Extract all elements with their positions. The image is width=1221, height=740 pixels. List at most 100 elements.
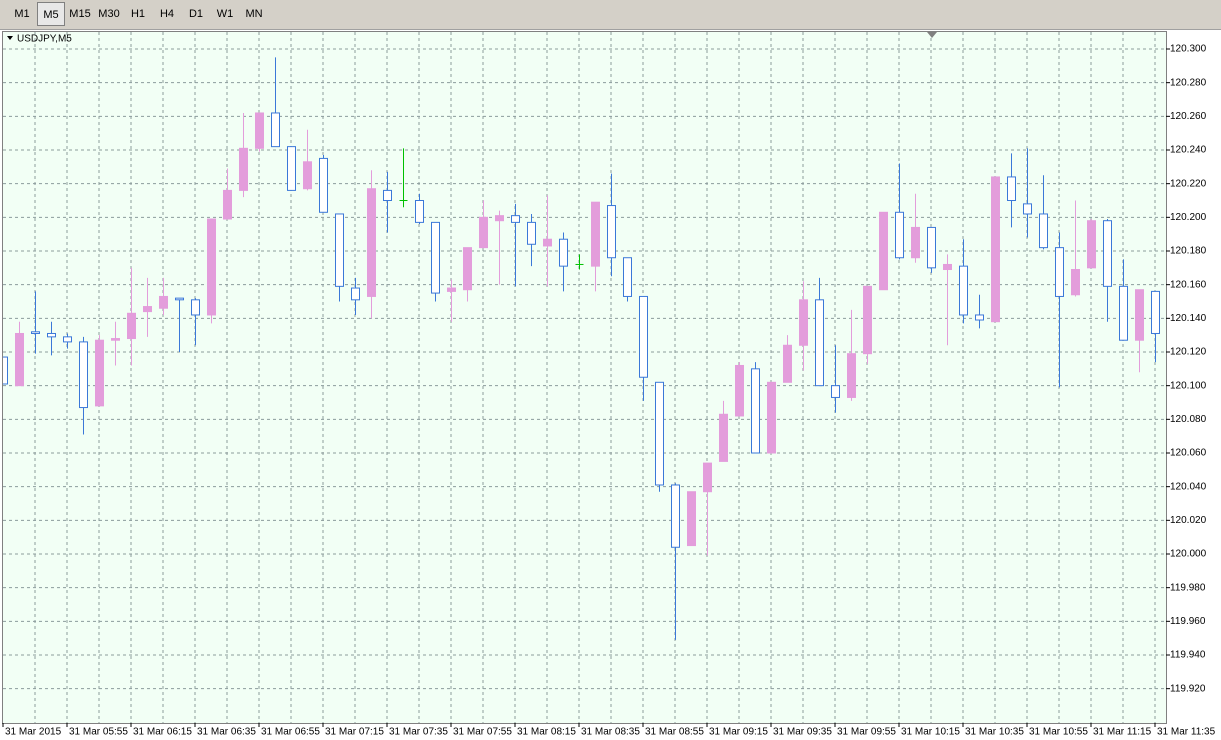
timeframe-button[interactable]: W1 [216,8,234,20]
candle-body [495,215,504,222]
candle-body [943,263,952,271]
y-tick-label: 120.240 [1170,145,1207,156]
candle-body [767,381,776,454]
candle-body [271,112,280,148]
candle-body [463,247,472,291]
candle-body [335,213,344,287]
chart: USDJPY,M5 120.300 120.280 120.260 120.240 12… [0,30,1221,740]
timeframe-button[interactable]: M30 [98,8,120,20]
candle-body [303,161,312,190]
x-tick-label: 31 Mar 06:15 [133,727,192,738]
x-tick-label: 31 Mar 09:55 [837,727,896,738]
x-tick-label: 31 Mar 06:35 [197,727,256,738]
y-tick-label: 120.080 [1170,414,1207,425]
y-tick-label: 120.000 [1170,549,1207,560]
candle-body [95,339,104,407]
candle-body [543,238,552,247]
x-tick-label: 31 Mar 07:55 [453,727,512,738]
timeframe-button[interactable]: H1 [130,8,146,20]
x-tick-label: 31 Mar 07:35 [389,727,448,738]
candle-body [127,312,136,340]
y-tick-label: 120.300 [1170,44,1207,55]
candle-body [239,147,248,191]
candle-body [799,299,808,346]
candle-body [1007,176,1016,201]
candle-body [415,199,424,223]
plot-area [3,32,1166,723]
y-tick-label: 120.200 [1170,212,1207,223]
y-tick-label: 120.260 [1170,111,1207,122]
timeframe-button[interactable]: MN [245,8,263,20]
y-tick-label: 120.220 [1170,178,1207,189]
y-tick-label: 120.040 [1170,481,1207,492]
candle-body [383,189,392,201]
timeframe-button[interactable]: D1 [188,8,204,20]
timeframe-button[interactable]: M15 [69,8,91,20]
candle-body [895,211,904,259]
x-tick-label: 31 Mar 09:35 [773,727,832,738]
candle-body [655,381,664,486]
candle-body [991,176,1000,323]
candle-body [143,306,152,313]
candle-body [1135,289,1144,341]
y-tick-label: 120.020 [1170,515,1207,526]
candle-body [1023,203,1032,215]
x-tick-label: 31 Mar 08:15 [517,727,576,738]
candle-body [447,287,456,292]
y-tick-label: 119.960 [1170,616,1206,627]
candle-body [703,462,712,493]
candle-body [511,215,520,223]
candle-body [1151,290,1160,334]
candle-body [959,265,968,316]
candle-body [111,338,120,341]
candle-body [1039,213,1048,249]
candle-body [527,221,536,245]
y-tick-label: 120.100 [1170,380,1207,391]
timeframe-toolbar: M1 M5 M15 M30 H1 H4 D1 W1 MN [0,0,1221,30]
y-tick-label: 119.920 [1170,683,1206,694]
symbol-arrow [7,36,13,40]
candle-body [1055,247,1064,297]
y-tick-label: 120.280 [1170,77,1207,88]
candle-body [47,332,56,338]
y-tick-label: 120.140 [1170,313,1207,324]
x-tick-label: 31 Mar 07:15 [325,727,384,738]
candle-body [671,484,680,548]
y-tick-label: 120.120 [1170,347,1207,358]
plot-frame [2,31,1167,724]
x-tick-label: 31 Mar 10:55 [1029,727,1088,738]
candle-body [287,146,296,191]
candle-body [255,112,264,149]
candle-body [63,336,72,343]
candle-body [911,226,920,259]
timeframe-button[interactable]: H4 [159,8,175,20]
candle-body [191,299,200,316]
x-tick-label: 31 Mar 11:15 [1093,727,1152,738]
candle-body [879,211,888,291]
candle-body [1087,220,1096,269]
candle-body [751,368,760,454]
x-tick-label: 31 Mar 2015 [5,727,62,738]
candle-body [207,218,216,316]
candle-body [351,287,360,301]
candle-body [479,216,488,249]
candle-body [735,364,744,417]
timeframe-button[interactable]: M1 [14,8,30,20]
candle-body [559,238,568,267]
candle-body [847,353,856,398]
x-tick-label: 31 Mar 10:15 [901,727,960,738]
candle-body [319,157,328,213]
chart-title: USDJPY,M5 [17,34,72,45]
x-tick-label: 31 Mar 08:35 [581,727,640,738]
x-tick-label: 31 Mar 11:35 [1157,727,1216,738]
candle-body [863,285,872,355]
y-tick-label: 119.980 [1170,582,1206,593]
candle-body [639,295,648,378]
timeframe-button[interactable]: M5 [37,2,65,26]
candle-body [607,205,616,259]
y-tick-label: 119.940 [1170,650,1206,661]
candle-body [719,413,728,462]
x-tick-label: 31 Mar 09:15 [709,727,768,738]
candle-body [159,295,168,309]
